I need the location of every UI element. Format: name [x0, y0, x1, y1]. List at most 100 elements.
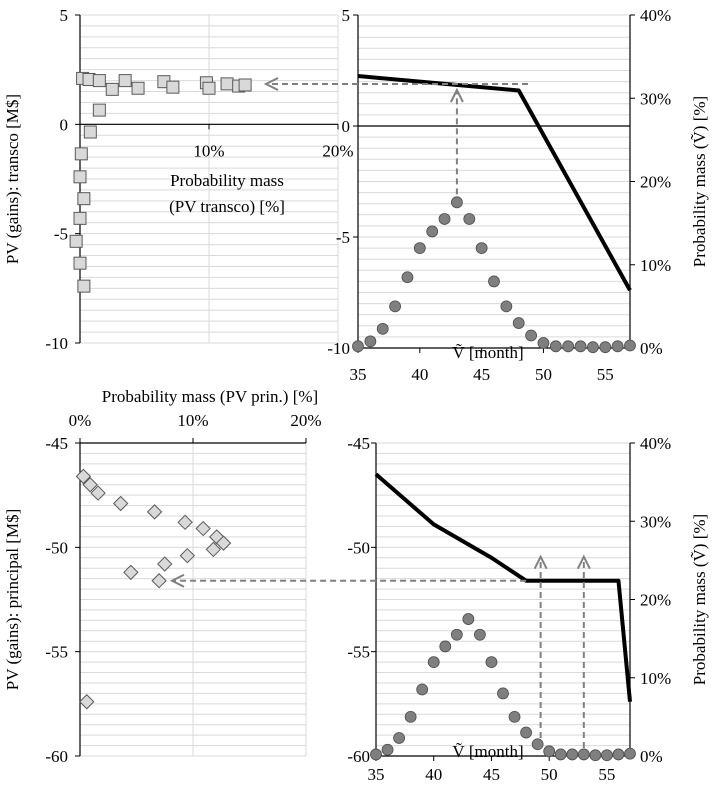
br-probability-dot [485, 656, 498, 668]
tr-x-tick-label: 45 [473, 365, 490, 384]
tr-probability-dot [611, 340, 624, 353]
br-x-tick-label: 50 [541, 765, 558, 784]
br-right-axis-label: Probability mass (Ṽ) [%] [690, 514, 709, 685]
tr-probability-dot [562, 340, 575, 353]
br-probability-dot [520, 726, 532, 739]
tr-x-tick-label: 35 [350, 365, 367, 384]
tl-data-square [77, 279, 91, 293]
br-probability-dot [416, 683, 429, 696]
tr-probability-dot [624, 339, 636, 352]
tl-data-square [238, 78, 252, 92]
tr-x-tick-label: 50 [535, 365, 552, 384]
br-probability-dot [508, 710, 521, 723]
br-probability-dot [427, 656, 440, 668]
bl-data-diamond [215, 535, 232, 551]
tr-probability-dot [451, 196, 463, 209]
tr-probability-dot [389, 300, 401, 313]
tr-probability-dot [599, 341, 612, 354]
br-probability-dot [601, 749, 613, 762]
bl-data-diamond [79, 694, 95, 710]
bl-data-diamond [75, 468, 92, 485]
tr-probability-dot [500, 300, 513, 313]
tl-data-square [92, 74, 106, 88]
tr-probability-dot [488, 275, 500, 288]
tr-probability-dot [376, 322, 389, 335]
br-x-axis-label: Ṽ [month] [452, 742, 523, 761]
br-x-tick-label: 35 [368, 765, 385, 784]
bl-data-diamond [82, 477, 98, 493]
tl-data-square [73, 211, 87, 225]
bl-x-axis-label: Probability mass (PV prin.) [%] [102, 387, 318, 406]
tr-probability-dot [401, 271, 414, 284]
tl-data-square [83, 125, 97, 139]
tl-data-square [77, 192, 91, 206]
tr-probability-dot [463, 213, 476, 225]
br-probability-dot [624, 747, 636, 760]
tr-probability-dot [364, 335, 377, 348]
tl-data-square [92, 103, 106, 117]
tr-probability-dot [512, 317, 525, 329]
tr-right-axis-label: Probability mass (Ṽ) [%] [690, 96, 709, 267]
data-layer [69, 71, 636, 762]
tl-x-axis-label-line2: (PV transco) [%] [169, 197, 285, 216]
br-probability-dot [612, 748, 625, 761]
bl-data-diamond [112, 495, 129, 512]
tl-y-tick-label: 5 [60, 6, 69, 25]
bottom-vertical-arrowhead [576, 554, 591, 570]
tl-data-square [131, 81, 145, 95]
br-probability-dot [404, 710, 417, 723]
br-right-tick-label: 30% [640, 512, 671, 531]
tl-data-square [202, 81, 216, 95]
br-probability-dot [462, 613, 475, 625]
bl-data-diamond [146, 504, 163, 520]
tr-probability-dot [587, 341, 599, 354]
br-pv-line [374, 472, 632, 702]
br-probability-dot [439, 640, 452, 653]
tr-left-tick-label: 5 [342, 6, 351, 25]
tr-x-axis-label: Ṽ [month] [452, 343, 523, 362]
top-horizontal-arrowhead [263, 77, 279, 91]
tr-probability-dot [525, 329, 537, 342]
br-probability-dot [589, 749, 602, 762]
bl-data-diamond [157, 556, 173, 572]
tl-y-tick-label: -10 [45, 334, 68, 353]
tl-x-axis-label-line1: Probability mass [170, 171, 284, 190]
tr-probability-dot [537, 337, 550, 349]
tr-probability-dot [426, 225, 439, 238]
br-right-tick-label: 0% [640, 747, 663, 766]
br-x-tick-label: 40 [425, 765, 442, 784]
bottom-horizontal-arrowhead [169, 573, 185, 588]
tl-data-square [73, 170, 87, 184]
bl-y-tick-label: -45 [45, 434, 68, 453]
br-probability-dot [381, 743, 394, 756]
br-probability-dot [450, 628, 463, 641]
br-right-tick-label: 10% [640, 669, 671, 688]
br-probability-dot [554, 748, 567, 761]
tr-left-tick-label: -10 [327, 339, 350, 358]
br-probability-dot [543, 745, 556, 758]
bl-y-tick-label: -50 [45, 538, 68, 557]
arrows-layer [169, 77, 591, 748]
tr-probability-dot [438, 213, 451, 225]
tl-data-square [69, 234, 83, 248]
tl-y-tick-label: 0 [60, 115, 69, 134]
bl-data-diamond [177, 514, 193, 531]
br-left-tick-label: -45 [347, 434, 370, 453]
tl-data-square [74, 147, 88, 161]
br-right-tick-label: 20% [640, 591, 671, 610]
bl-data-diamond [205, 541, 222, 558]
tr-x-tick-label: 55 [597, 365, 614, 384]
top-vertical-arrowhead [450, 87, 464, 103]
bl-y-tick-label: -55 [45, 643, 68, 662]
bottom-vertical-arrowhead [533, 554, 548, 570]
br-x-tick-label: 55 [598, 765, 615, 784]
tr-probability-dot [574, 340, 587, 353]
br-left-tick-label: -50 [347, 538, 370, 557]
tl-y-axis-label: PV (gains): transco [M$] [3, 94, 22, 264]
br-probability-dot [370, 748, 382, 761]
bl-data-diamond [195, 520, 211, 537]
bl-data-diamond [151, 573, 167, 589]
bl-data-diamond [179, 547, 196, 564]
tl-x-tick-label: 20% [322, 141, 353, 160]
